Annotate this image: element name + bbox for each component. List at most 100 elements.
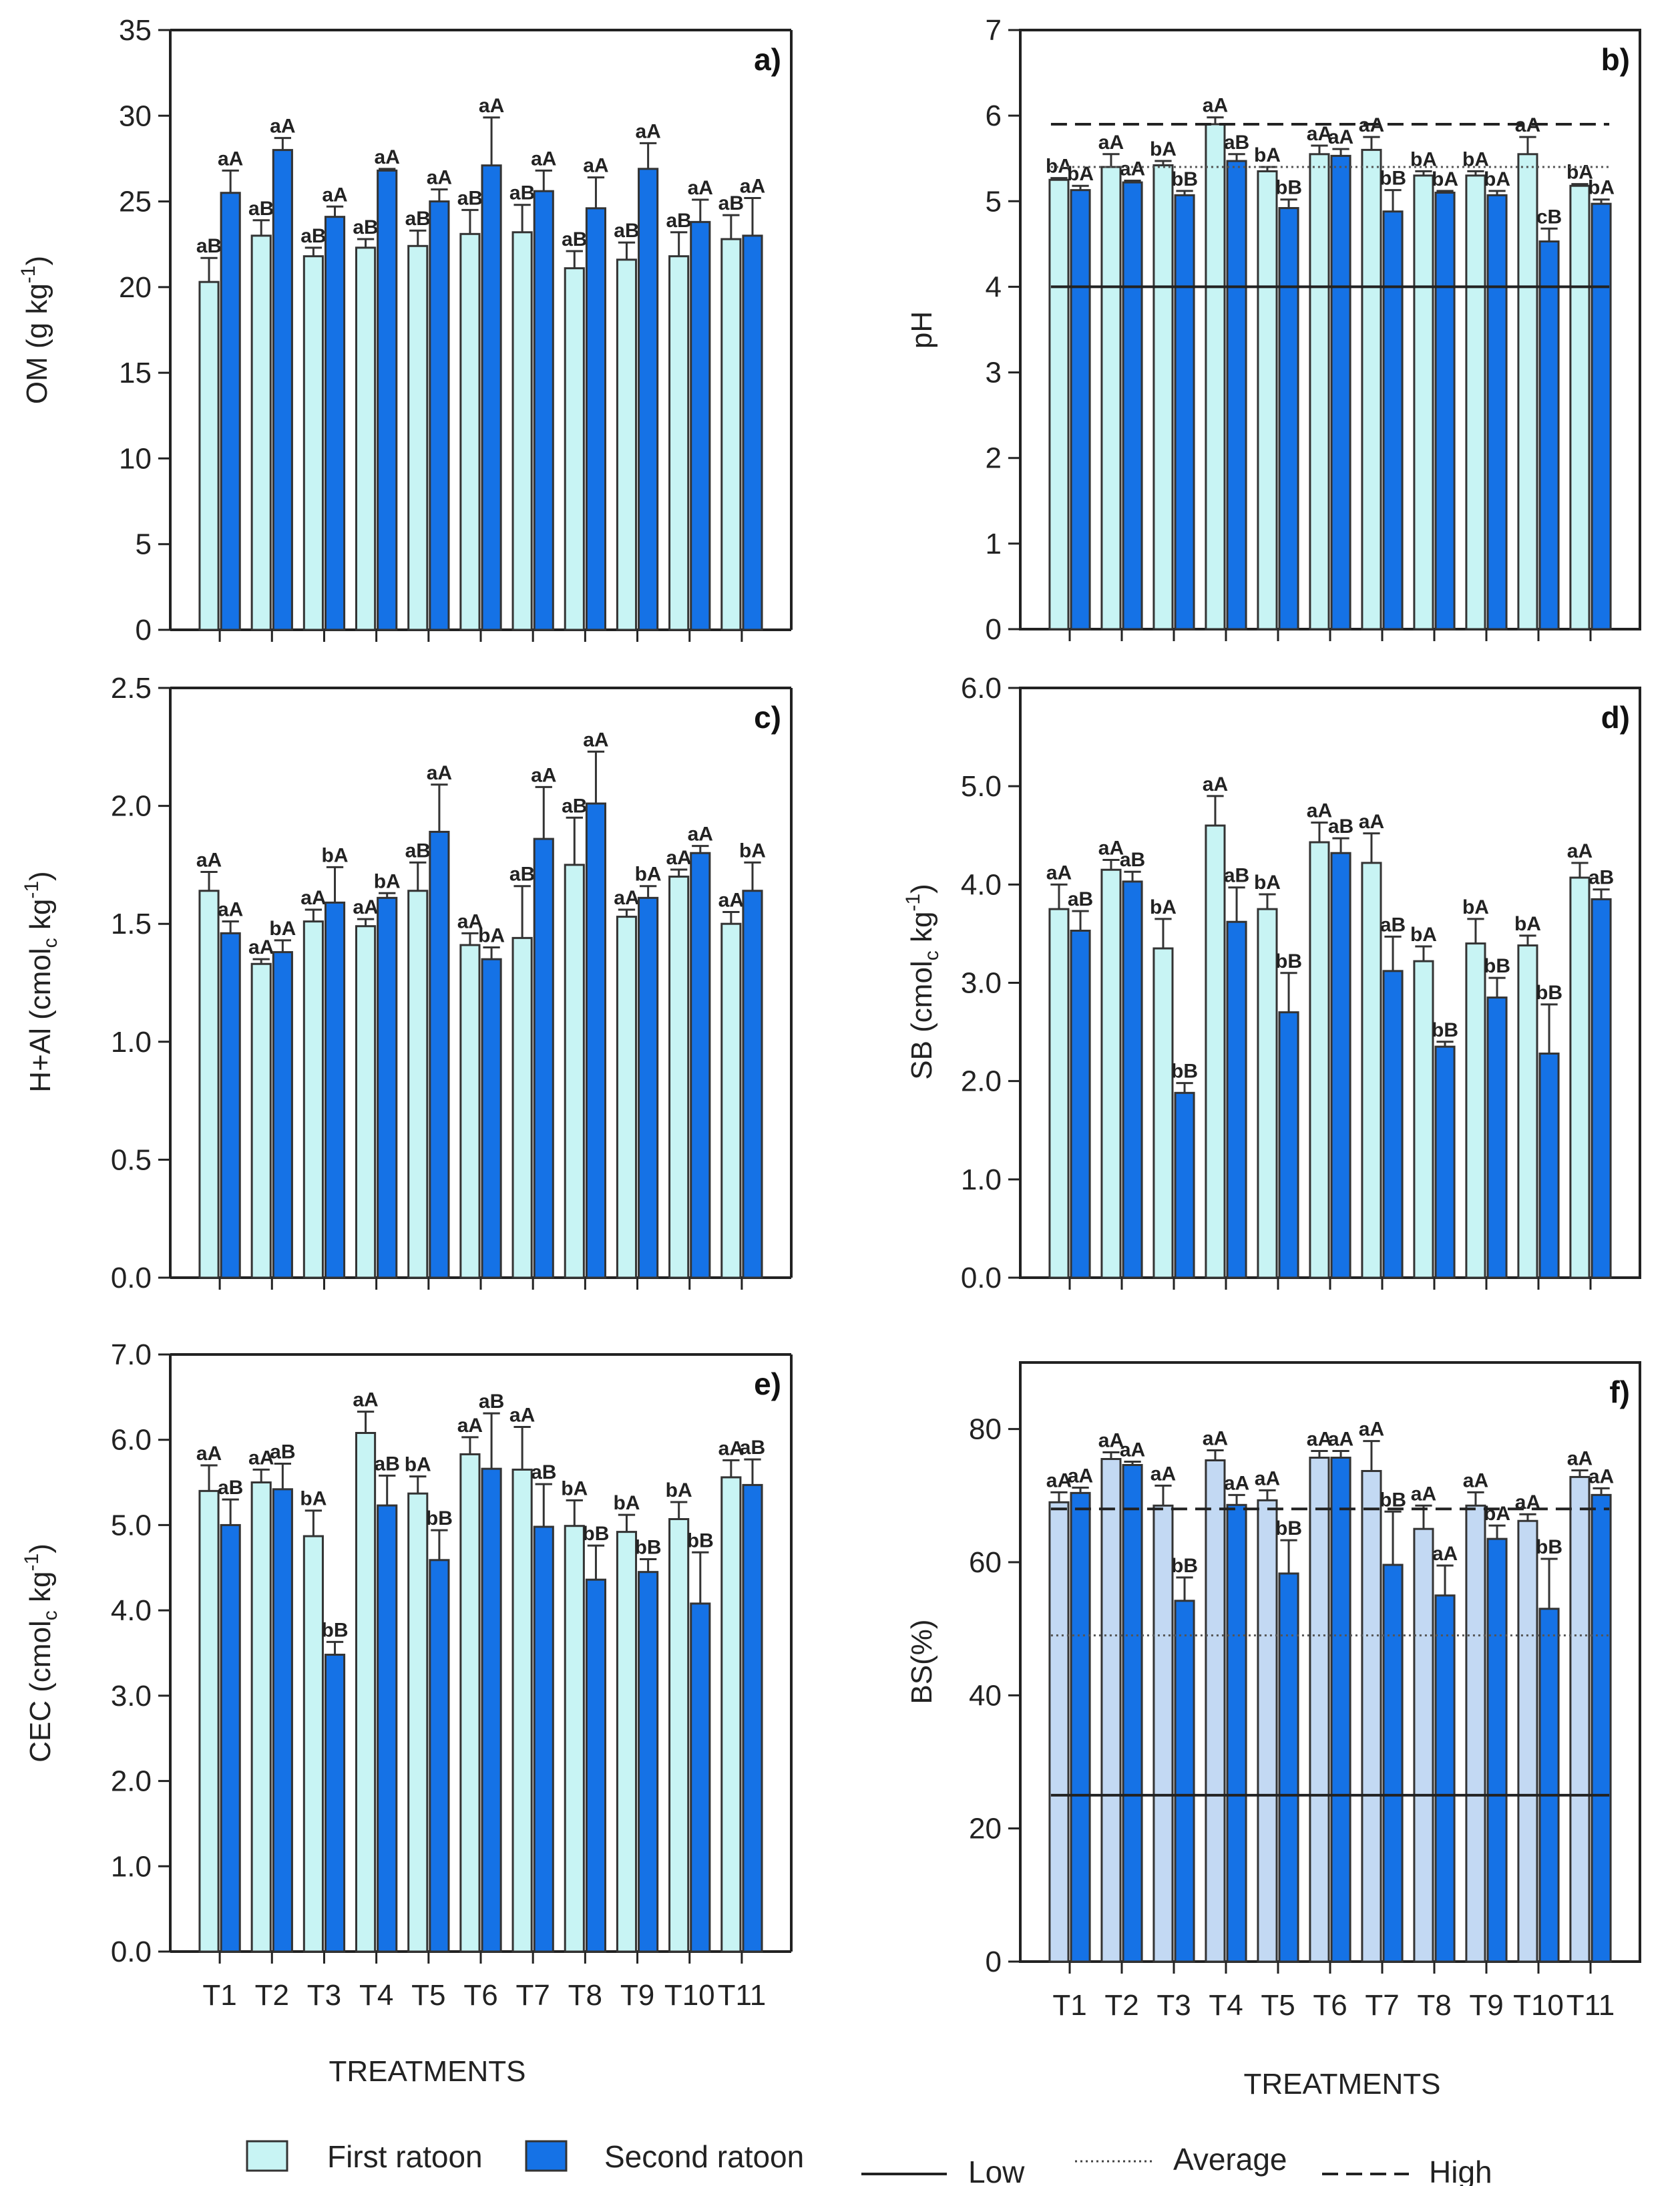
bar-second-t7: [533, 190, 554, 631]
significance-label: aA: [740, 175, 765, 197]
y-tick-label: 3.0: [111, 1680, 152, 1712]
y-tick-label: 2.0: [111, 1765, 152, 1798]
significance-label: bA: [322, 844, 349, 866]
bar-first-t11: [720, 1476, 742, 1953]
significance-label: aA: [583, 155, 608, 177]
y-axis-title-text: CEC (cmol: [24, 1620, 57, 1763]
significance-label: bA: [739, 840, 766, 862]
significance-label: bB: [687, 1529, 714, 1552]
bar-first-t3: [1152, 164, 1174, 630]
x-tick-label: T5: [1261, 1989, 1295, 2022]
significance-label: aB: [248, 198, 274, 220]
significance-label: aB: [479, 1391, 504, 1413]
y-tick-label: 5: [136, 528, 152, 561]
significance-label: aB: [1589, 867, 1614, 889]
bar-second-t3: [1174, 1600, 1195, 1963]
significance-label: aA: [427, 762, 452, 784]
bar-first-t9: [616, 258, 638, 631]
bar-second-t1: [220, 1523, 241, 1953]
x-tick-label: T4: [359, 1979, 393, 2012]
significance-label: aA: [1046, 862, 1072, 884]
significance-label: bA: [478, 925, 505, 947]
significance-label: aA: [1359, 811, 1384, 833]
significance-label: bA: [405, 1454, 431, 1476]
significance-label: aB: [1380, 914, 1406, 936]
significance-label: aA: [427, 167, 452, 189]
significance-label: bA: [1254, 872, 1281, 894]
significance-label: aB: [531, 1461, 556, 1483]
significance-label: bB: [582, 1523, 609, 1545]
significance-label: aA: [353, 1389, 378, 1411]
significance-label: bA: [561, 1477, 588, 1499]
bar-first-t2: [1100, 1458, 1122, 1963]
y-axis-title-sup: -1: [902, 894, 924, 912]
significance-label: aA: [479, 95, 504, 117]
x-tick-label: T1: [202, 1979, 236, 2012]
significance-label: bB: [1275, 950, 1302, 972]
bar-first-t2: [1100, 166, 1122, 630]
y-tick-label: 1.0: [111, 1850, 152, 1883]
bar-first-t11: [1569, 184, 1591, 630]
bar-first-t8: [1413, 174, 1434, 630]
bar-first-t8: [564, 267, 585, 631]
significance-label: aA: [270, 116, 295, 138]
bar-first-t10: [668, 876, 690, 1279]
bar-second-t4: [1226, 160, 1247, 630]
significance-label: bB: [1171, 1555, 1198, 1577]
bar-second-t11: [1591, 202, 1612, 630]
y-tick-label: 25: [119, 186, 152, 218]
y-axis-title-end: ): [905, 884, 938, 894]
bar-first-t2: [250, 234, 272, 631]
bar-first-t3: [302, 1535, 324, 1953]
x-tick-label: T1: [1052, 1989, 1086, 2022]
bar-second-t6: [481, 1467, 502, 1953]
significance-label: aA: [1098, 1430, 1124, 1452]
y-tick-label: 60: [969, 1546, 1002, 1579]
y-tick-label: 7.0: [111, 1338, 152, 1371]
bar-first-t1: [198, 1489, 220, 1953]
y-tick-label: 5: [986, 185, 1002, 218]
significance-label: aB: [457, 187, 483, 209]
significance-label: bB: [635, 1537, 662, 1559]
significance-label: aB: [509, 864, 535, 886]
bar-second-t8: [585, 1578, 607, 1953]
y-tick-label: 5.0: [111, 1509, 152, 1541]
bar-second-t7: [533, 838, 554, 1279]
bar-first-t5: [1257, 908, 1278, 1279]
bar-second-t7: [1382, 210, 1404, 630]
significance-label: aA: [1307, 1429, 1332, 1451]
significance-label: aA: [1046, 1469, 1072, 1491]
bar-second-t3: [1174, 1091, 1195, 1279]
bar-first-t1: [1048, 178, 1070, 630]
bar-second-t1: [220, 192, 241, 631]
significance-label: bA: [1484, 1503, 1510, 1525]
y-axis-title: pH: [905, 311, 938, 349]
y-axis-title-end: ): [24, 1543, 57, 1554]
significance-label: bA: [1432, 168, 1458, 190]
panel-letter: c): [754, 700, 781, 735]
bar-first-t7: [511, 1468, 533, 1953]
significance-label: aA: [1120, 1439, 1145, 1461]
significance-label: bB: [1536, 982, 1562, 1004]
y-tick-label: 0.0: [111, 1936, 152, 1968]
significance-label: bB: [1275, 1517, 1302, 1539]
bar-second-t2: [1122, 181, 1143, 630]
y-axis-title-sub: c: [39, 1610, 61, 1620]
bar-second-t4: [377, 1504, 398, 1953]
significance-label: aB: [1224, 865, 1249, 887]
significance-label: bB: [1275, 177, 1302, 199]
bar-first-t4: [1205, 824, 1226, 1279]
panel-letter: d): [1601, 700, 1630, 735]
bar-first-t8: [564, 1525, 585, 1953]
significance-label: bA: [1462, 896, 1489, 918]
bar-second-t8: [585, 207, 607, 631]
bar-first-t2: [250, 962, 272, 1279]
bar-first-t4: [355, 925, 377, 1279]
bar-first-t7: [1361, 1469, 1382, 1963]
bar-second-t10: [1538, 1608, 1560, 1963]
significance-label: aB: [614, 220, 639, 242]
bar-second-t1: [220, 932, 241, 1279]
bar-first-t5: [407, 244, 429, 631]
significance-label: bA: [1566, 162, 1593, 184]
significance-label: aA: [531, 148, 556, 170]
